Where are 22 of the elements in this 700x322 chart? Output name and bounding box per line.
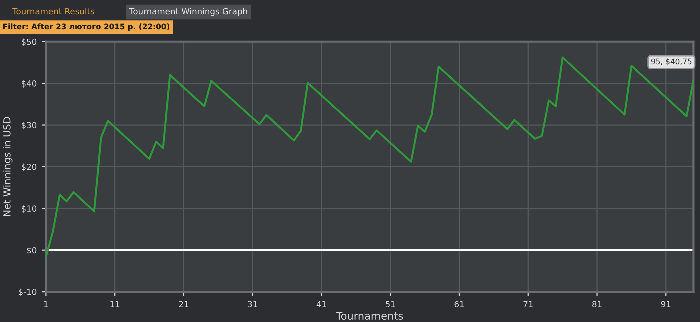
y-axis-title: Net Winnings in USD [3,117,13,216]
line-series [46,56,694,258]
x-axis-title: Tournaments [336,312,404,320]
x-tick-label: 31 [248,301,258,308]
x-tick-label: 91 [661,301,671,308]
y-tick-label: $20 [22,164,37,172]
y-tick-label: $50 [22,38,37,46]
x-tick-label: 1 [44,301,48,308]
x-tick-label: 71 [524,301,533,308]
x-tick-label: 41 [316,301,326,308]
y-tick-label: $40 [22,80,37,88]
x-tick-label: 61 [454,301,464,308]
y-tick-label: $10 [22,205,37,214]
x-tick-label: 21 [179,301,188,308]
y-tick-label: $0 [27,247,37,255]
x-tick-label: 51 [386,301,396,308]
text: Tournament Results [12,8,94,15]
y-tick-label: $30 [22,122,37,130]
x-tick-label: 11 [110,301,120,308]
text: Tournament Winnings Graph [129,8,248,16]
x-tick-label: 81 [592,301,602,308]
y-tick-label: $-10 [18,288,37,296]
